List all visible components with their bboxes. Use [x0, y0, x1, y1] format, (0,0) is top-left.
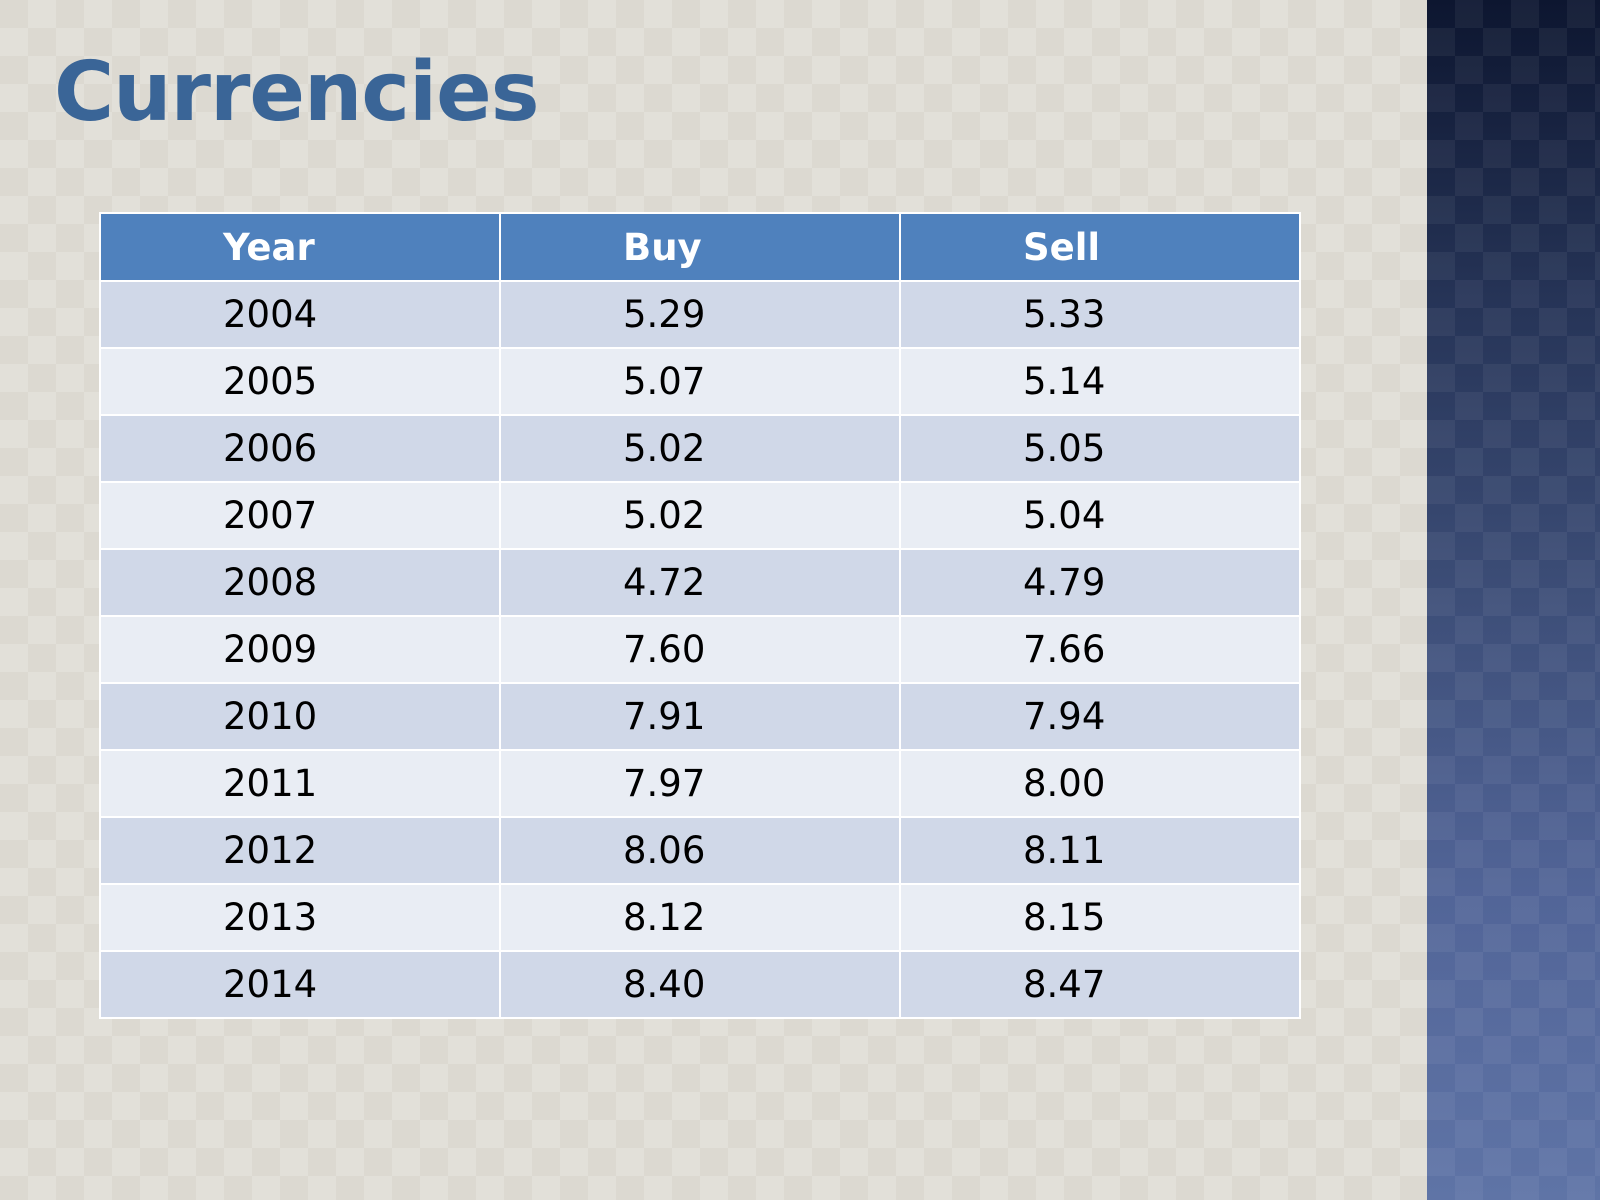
table-row: 2008 4.72 4.79	[99, 548, 1301, 617]
cell-year: 2008	[99, 548, 501, 617]
cell-sell: 5.14	[899, 347, 1301, 416]
cell-sell: 5.04	[899, 481, 1301, 550]
table-row: 2009 7.60 7.66	[99, 615, 1301, 684]
table-row: 2006 5.02 5.05	[99, 414, 1301, 483]
column-header-year: Year	[99, 212, 501, 282]
table-row: 2013 8.12 8.15	[99, 883, 1301, 952]
cell-year: 2011	[99, 749, 501, 818]
column-header-sell: Sell	[899, 212, 1301, 282]
cell-buy: 8.12	[499, 883, 901, 952]
cell-sell: 7.94	[899, 682, 1301, 751]
cell-sell: 5.05	[899, 414, 1301, 483]
cell-buy: 5.07	[499, 347, 901, 416]
cell-year: 2010	[99, 682, 501, 751]
cell-buy: 8.40	[499, 950, 901, 1019]
cell-sell: 8.11	[899, 816, 1301, 885]
cell-buy: 7.60	[499, 615, 901, 684]
cell-year: 2009	[99, 615, 501, 684]
cell-sell: 8.15	[899, 883, 1301, 952]
cell-buy: 8.06	[499, 816, 901, 885]
cell-buy: 7.91	[499, 682, 901, 751]
table-row: 2012 8.06 8.11	[99, 816, 1301, 885]
table-row: 2011 7.97 8.00	[99, 749, 1301, 818]
cell-buy: 4.72	[499, 548, 901, 617]
cell-buy: 5.02	[499, 414, 901, 483]
cell-year: 2006	[99, 414, 501, 483]
slide-title: Currencies	[54, 45, 540, 140]
cell-year: 2005	[99, 347, 501, 416]
cell-year: 2013	[99, 883, 501, 952]
cell-year: 2007	[99, 481, 501, 550]
cell-sell: 8.00	[899, 749, 1301, 818]
table-row: 2007 5.02 5.04	[99, 481, 1301, 550]
cell-year: 2014	[99, 950, 501, 1019]
table-row: 2005 5.07 5.14	[99, 347, 1301, 416]
cell-sell: 5.33	[899, 280, 1301, 349]
cell-sell: 4.79	[899, 548, 1301, 617]
cell-year: 2012	[99, 816, 501, 885]
decorative-side-panel	[1427, 0, 1600, 1200]
currency-table: Year Buy Sell 2004 5.29 5.33 2005 5.07 5…	[99, 212, 1301, 1019]
table-row: 2010 7.91 7.94	[99, 682, 1301, 751]
table-header-row: Year Buy Sell	[99, 212, 1301, 282]
cell-buy: 5.02	[499, 481, 901, 550]
table-row: 2004 5.29 5.33	[99, 280, 1301, 349]
cell-buy: 7.97	[499, 749, 901, 818]
cell-buy: 5.29	[499, 280, 901, 349]
cell-year: 2004	[99, 280, 501, 349]
column-header-buy: Buy	[499, 212, 901, 282]
cell-sell: 8.47	[899, 950, 1301, 1019]
table-row: 2014 8.40 8.47	[99, 950, 1301, 1019]
cell-sell: 7.66	[899, 615, 1301, 684]
